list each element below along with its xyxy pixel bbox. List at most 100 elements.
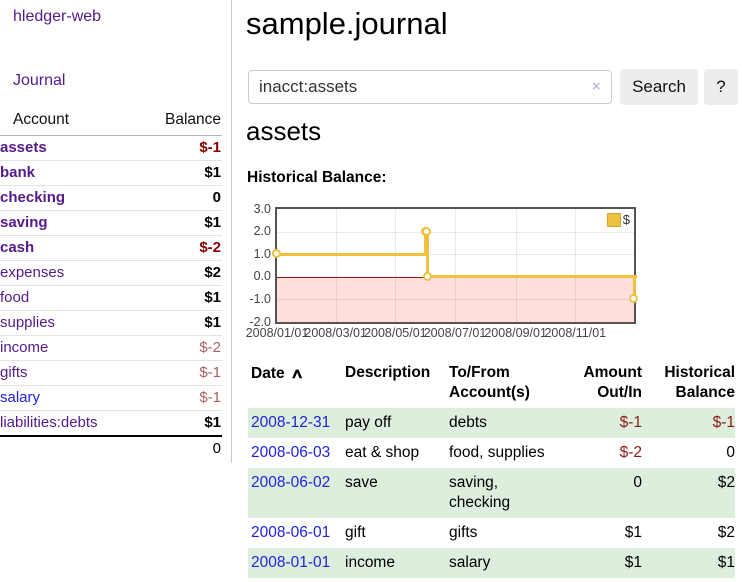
transactions-table: Date ∧ Description To/From Account(s) Amount…	[248, 360, 735, 578]
account-link-cash[interactable]: cash	[0, 239, 35, 256]
accounts-total-value: 0	[212, 440, 221, 457]
account-balance: $2	[204, 264, 221, 281]
account-row: assets $-1	[0, 136, 222, 161]
account-row: checking 0	[0, 185, 222, 211]
data-point-marker	[421, 226, 431, 236]
account-link-supplies[interactable]: supplies	[0, 314, 56, 331]
account-name-cell: checking	[0, 185, 141, 211]
account-row: gifts $-1	[0, 360, 222, 386]
transaction-row: 2008-01-01 income salary $1 $1	[248, 548, 735, 578]
chart-line-segment	[277, 252, 429, 256]
account-link-food[interactable]: food	[0, 289, 30, 306]
search-button[interactable]: Search	[620, 69, 698, 105]
accounts-header-balance: Balance	[140, 109, 222, 136]
account-row: food $1	[0, 285, 222, 311]
account-balance-cell: $-1	[140, 385, 222, 411]
x-axis-tick-label: 2008/11/01	[544, 326, 607, 340]
column-header-date[interactable]: Date ∧	[248, 360, 345, 408]
negative-region-fill	[277, 276, 634, 322]
transaction-date-link[interactable]: 2008-01-01	[251, 554, 331, 571]
vertical-gridline	[515, 209, 517, 322]
app-title-link[interactable]: hledger-web	[13, 8, 102, 25]
transaction-balance-cell: 0	[726, 444, 735, 461]
accounts-header-account: Account	[0, 109, 141, 136]
account-balance-cell: $2	[140, 260, 222, 286]
account-balance-cell: $-1	[140, 136, 222, 161]
accounts-total-row: 0	[0, 435, 222, 461]
help-button[interactable]: ?	[704, 69, 738, 105]
column-header-historical-balance[interactable]: Historical Balance	[642, 360, 735, 408]
column-header-label: Date	[251, 365, 285, 382]
account-link-income[interactable]: income	[0, 339, 49, 356]
x-axis-tick-label: 2008/07/01	[423, 326, 487, 340]
sidebar-item-journal[interactable]: Journal	[13, 72, 66, 89]
x-axis-tick-label: 2008/01/01	[245, 326, 309, 340]
account-link-salary[interactable]: salary	[0, 389, 41, 406]
account-name-cell: liabilities:debts	[0, 410, 141, 436]
account-row: expenses $2	[0, 260, 222, 286]
transaction-description-cell: eat & shop	[345, 444, 420, 461]
vertical-gridline	[335, 209, 337, 322]
account-balance-cell: $-2	[140, 335, 222, 361]
transaction-row: 2008-06-01 gift gifts $1 $2	[248, 518, 735, 548]
account-row: salary $-1	[0, 385, 222, 411]
chart-line-segment	[426, 230, 430, 279]
transaction-row: 2008-12-31 pay off debts $-1 $-1	[248, 408, 735, 438]
account-balance: $-2	[199, 239, 221, 256]
account-balance-cell: $1	[140, 410, 222, 436]
account-row: supplies $1	[0, 310, 222, 336]
chart-line-segment	[424, 230, 428, 256]
sidebar: hledger-web Journal Account Balance asse…	[0, 0, 232, 463]
transaction-description-cell: gift	[345, 524, 366, 541]
x-axis-tick-label: 2008/05/01	[364, 326, 427, 340]
column-header-label: Historical Balance	[664, 364, 735, 401]
account-heading: assets	[246, 116, 322, 146]
column-header-description[interactable]: Description	[345, 360, 449, 408]
transaction-date-link[interactable]: 2008-06-03	[251, 444, 331, 461]
column-header-to-from-account-s-[interactable]: To/From Account(s)	[449, 360, 561, 408]
account-link-expenses[interactable]: expenses	[0, 264, 65, 281]
transaction-date-cell: 2008-12-31	[248, 408, 345, 438]
transaction-date-link[interactable]: 2008-12-31	[251, 414, 331, 431]
account-balance-cell: 0	[140, 185, 222, 211]
account-balance: $-1	[199, 389, 221, 406]
transaction-date-link[interactable]: 2008-06-01	[251, 524, 331, 541]
legend-swatch-icon	[606, 212, 621, 227]
account-name-cell: income	[0, 335, 141, 361]
vertical-gridline	[575, 209, 577, 322]
horizontal-gridline	[277, 231, 634, 233]
x-axis-tick-label: 2008/03/01	[304, 326, 367, 340]
transaction-description-cell: pay off	[345, 414, 392, 431]
search-input[interactable]	[248, 70, 612, 104]
chart-legend: $	[606, 212, 630, 227]
account-link-assets[interactable]: assets	[0, 139, 47, 156]
vertical-gridline	[395, 209, 397, 322]
chart-plot-area[interactable]: $	[272, 207, 638, 324]
account-link-bank[interactable]: bank	[0, 164, 36, 181]
y-axis-tick-label: 3.0	[253, 201, 271, 216]
legend-label: $	[622, 212, 630, 227]
account-row: cash $-2	[0, 235, 222, 261]
account-balance: $1	[204, 214, 221, 231]
transaction-accounts-cell: debts	[449, 414, 487, 431]
account-link-liabilities-debts[interactable]: liabilities:debts	[0, 414, 98, 431]
account-balance: $-1	[199, 364, 221, 381]
accounts-total-cell: 0	[140, 435, 222, 461]
column-header-amount-out-in[interactable]: Amount Out/In	[561, 360, 642, 408]
y-axis-tick-label: 0.0	[253, 269, 271, 284]
account-link-saving[interactable]: saving	[0, 214, 48, 231]
account-balance: $-2	[199, 339, 221, 356]
clear-search-icon[interactable]: ×	[592, 78, 601, 95]
transaction-amount-cell: $1	[624, 554, 642, 571]
chart-title: Historical Balance:	[247, 169, 387, 186]
vertical-gridline	[455, 209, 456, 322]
account-link-checking[interactable]: checking	[0, 189, 66, 206]
y-axis-tick-label: -2.0	[249, 314, 271, 329]
transaction-accounts-cell: food, supplies	[449, 444, 545, 461]
account-row: bank $1	[0, 160, 222, 186]
y-axis-tick-label: 2.0	[253, 224, 271, 239]
transaction-date-link[interactable]: 2008-06-02	[251, 474, 331, 491]
account-name-cell: saving	[0, 210, 141, 236]
chart-line-segment	[427, 275, 637, 279]
account-link-gifts[interactable]: gifts	[0, 364, 28, 381]
